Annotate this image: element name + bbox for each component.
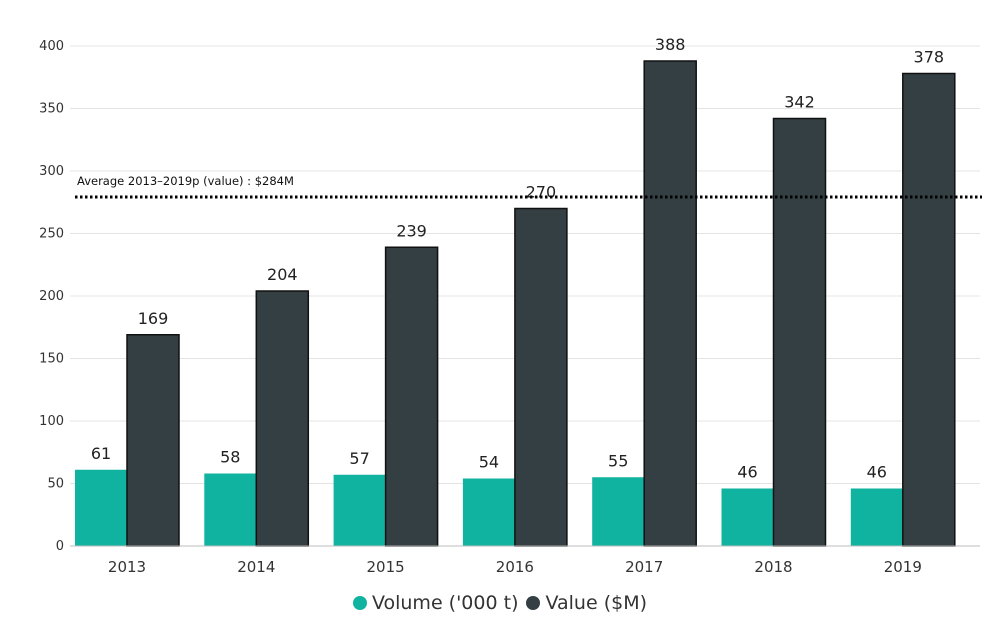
average-line-group: Average 2013–2019p (value) : $284M [75,174,982,199]
data-label-value: 342 [784,93,815,112]
y-tick-label: 50 [47,477,64,492]
x-tick-label: 2019 [884,558,922,576]
x-tick-label: 2017 [625,558,663,576]
legend-label-volume: Volume ('000 t) [371,592,519,614]
bar-value[interactable] [772,117,827,547]
average-line-label: Average 2013–2019p (value) : $284M [77,174,294,188]
bar-volume[interactable] [333,474,386,546]
data-label-value: 378 [914,48,945,67]
data-label-value: 169 [138,309,169,328]
data-label-value: 270 [526,183,557,202]
legend-item-value[interactable]: Value ($M) [526,592,647,614]
y-tick-label: 200 [39,289,64,304]
x-axis-ticks: 2013 2014 2015 2016 2017 2018 2019 [108,558,922,576]
y-tick-label: 100 [39,414,64,429]
data-label-volume: 55 [608,451,628,470]
bar-volume[interactable] [592,477,645,546]
y-tick-label: 300 [39,164,64,179]
bar-value[interactable] [902,72,956,547]
bar-volume[interactable] [721,488,774,547]
data-labels: 61 169 58 204 57 239 54 270 55 388 46 342 46 378 [91,35,944,482]
y-tick-label: 350 [39,102,64,117]
bar-volume[interactable] [462,478,515,547]
y-tick-label: 400 [39,39,64,54]
data-label-volume: 61 [91,444,111,463]
legend-item-volume[interactable]: Volume ('000 t) [352,592,519,614]
bar-volume[interactable] [75,469,127,546]
x-tick-label: 2016 [496,558,534,576]
data-label-value: 239 [396,221,427,240]
bars [75,60,956,547]
legend-label-value: Value ($M) [545,592,648,614]
bar-value[interactable] [384,246,439,547]
legend-dot-volume-icon [352,596,367,610]
bar-value[interactable] [643,60,697,547]
data-label-volume: 57 [349,449,369,468]
y-tick-label: 150 [39,352,64,367]
data-label-volume: 46 [867,463,887,482]
data-label-volume: 46 [737,463,757,482]
legend: Volume ('000 t) Value ($M) [0,592,1000,614]
legend-dot-value-icon [526,596,541,610]
x-tick-label: 2014 [237,558,275,576]
bar-value[interactable] [126,334,180,547]
bar-value[interactable] [255,290,310,547]
y-axis-ticks: 0 50 100 150 200 250 300 350 400 [39,39,64,554]
bar-value[interactable] [514,207,568,547]
data-label-volume: 54 [479,453,499,472]
x-tick-label: 2015 [367,558,405,576]
y-tick-label: 0 [56,539,64,554]
x-tick-label: 2018 [754,558,792,576]
data-label-volume: 58 [220,448,240,467]
y-tick-label: 250 [39,227,64,242]
x-tick-label: 2013 [108,558,146,576]
bar-volume[interactable] [850,488,903,547]
bar-volume[interactable] [204,473,257,547]
data-label-value: 204 [267,265,298,284]
data-label-value: 388 [655,35,686,54]
